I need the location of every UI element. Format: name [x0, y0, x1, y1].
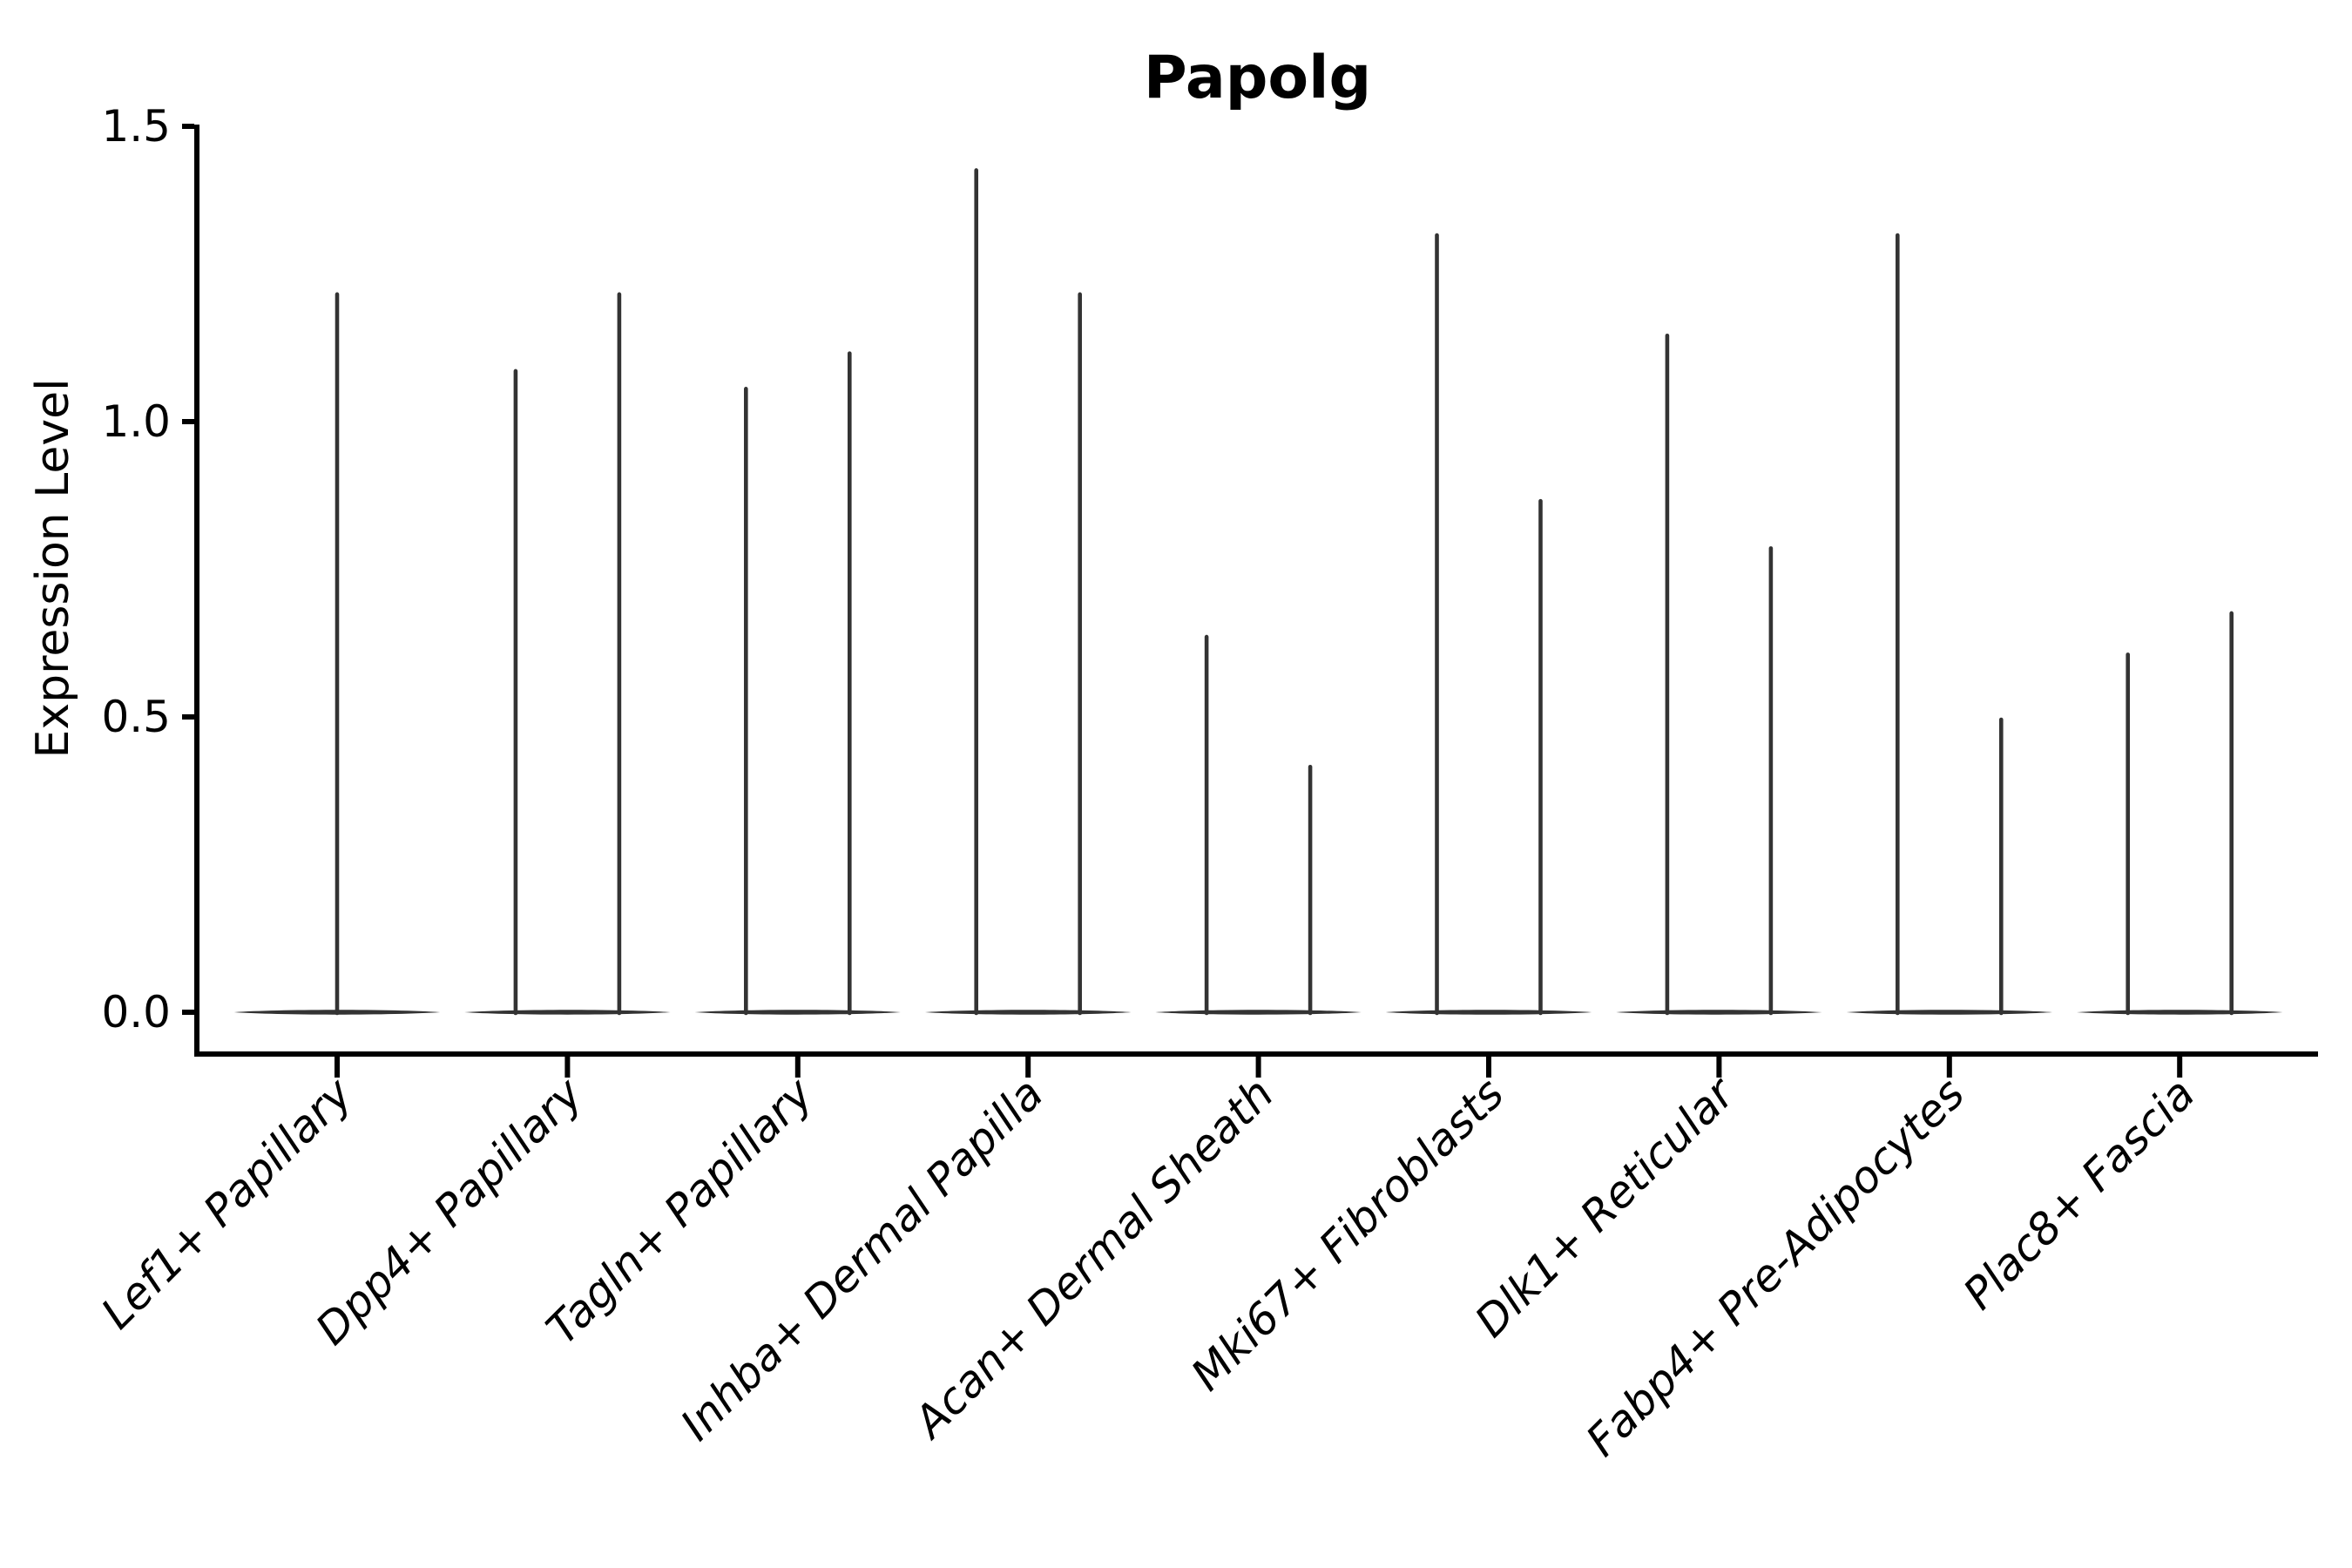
chart-title: Papolg	[1144, 44, 1371, 112]
y-axis-label: Expression Level	[27, 378, 79, 758]
violin-base	[1846, 1010, 2052, 1015]
x-tick	[1025, 1057, 1031, 1078]
violin-base	[464, 1010, 671, 1015]
violin-base	[925, 1010, 1132, 1015]
violin-base	[1385, 1010, 1592, 1015]
y-tick	[182, 124, 194, 129]
x-tick	[2177, 1057, 2183, 1078]
y-tick-label: 1.5	[101, 101, 171, 152]
left-spine	[194, 125, 199, 1057]
x-tick	[794, 1057, 801, 1078]
y-tick	[182, 714, 194, 720]
y-tick	[182, 419, 194, 424]
x-tick	[564, 1057, 571, 1078]
violin-base	[233, 1010, 441, 1015]
x-tick	[1716, 1057, 1722, 1078]
y-tick-label: 0.0	[101, 987, 171, 1037]
x-tick	[1486, 1057, 1491, 1078]
y-tick-label: 0.5	[101, 692, 171, 742]
bottom-spine	[194, 1051, 2318, 1057]
violin-base	[2077, 1010, 2283, 1015]
y-tick-label: 1.0	[101, 396, 171, 447]
violin-base	[694, 1010, 901, 1015]
x-tick	[1255, 1057, 1261, 1078]
violin-base	[1616, 1010, 1822, 1015]
x-tick	[1946, 1057, 1952, 1078]
x-tick	[335, 1057, 340, 1078]
violin-base	[1155, 1010, 1362, 1015]
y-tick	[182, 1010, 194, 1015]
